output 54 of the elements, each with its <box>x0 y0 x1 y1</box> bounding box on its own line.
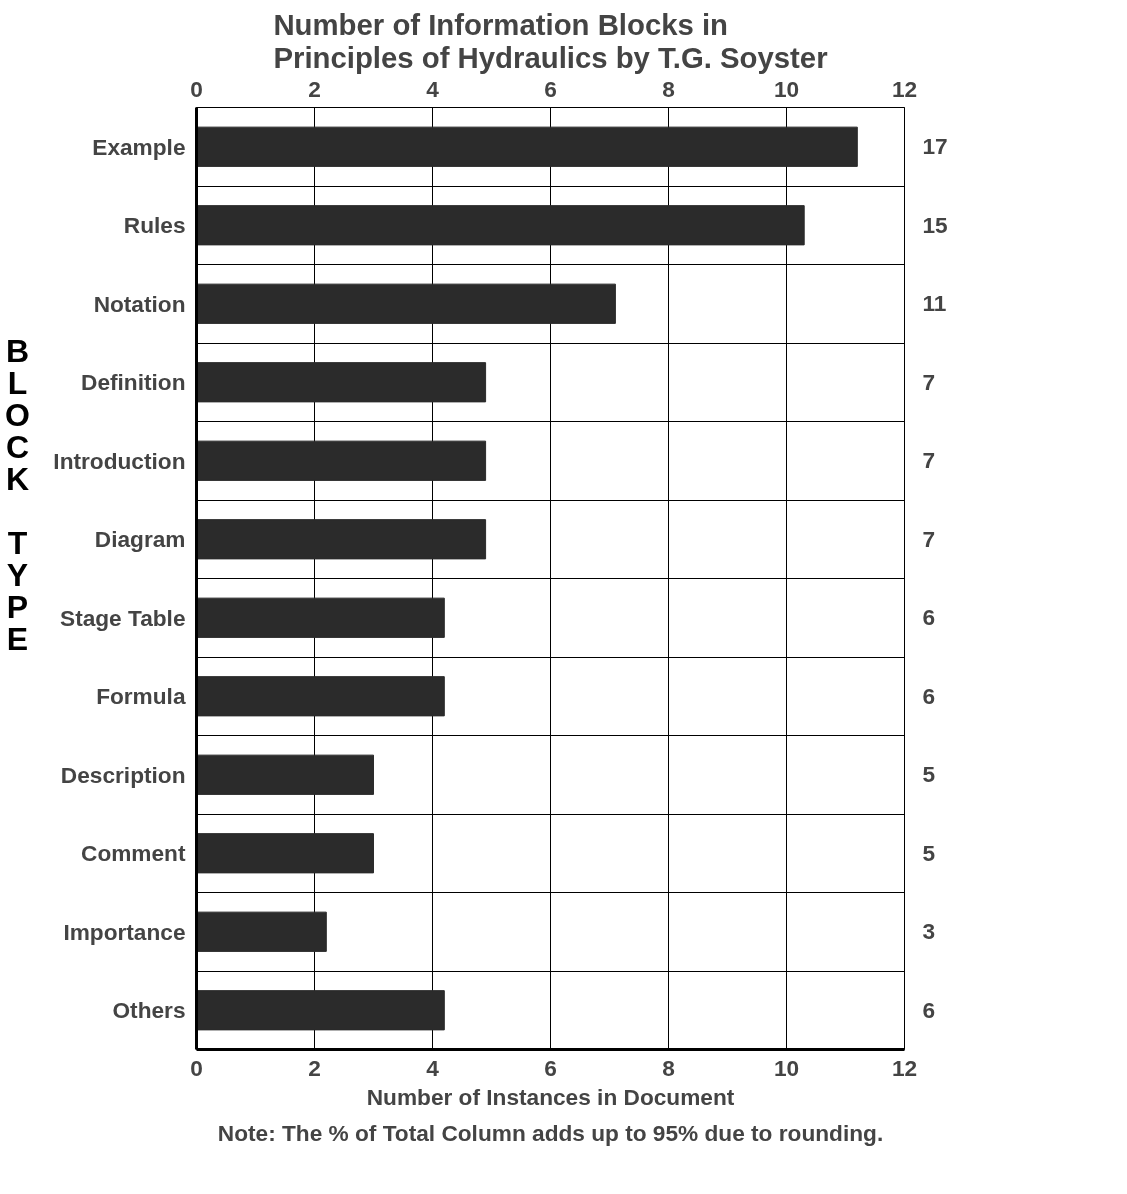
y-tick-label: Stage Table <box>60 604 186 631</box>
x-tick-label: 6 <box>544 1054 557 1081</box>
bar <box>196 519 487 560</box>
bar <box>196 205 805 246</box>
x2-tick-label: 6 <box>544 75 557 102</box>
text: 7 <box>922 447 936 474</box>
x2-tick-label: 4 <box>426 75 440 102</box>
text: 6 <box>922 996 936 1023</box>
y-tick-label: Formula <box>96 683 186 710</box>
text: 11 <box>922 290 947 317</box>
x2-tick-label: 10 <box>773 75 800 102</box>
y-tick-label: Definition <box>81 369 186 396</box>
y-tick-label: Rules <box>123 212 186 239</box>
y-tick-label: Comment <box>81 840 186 867</box>
bar <box>196 754 374 795</box>
text: 15 <box>922 211 948 238</box>
x-tick-label: 12 <box>891 1054 918 1081</box>
text: BLOCK TYPE <box>5 333 30 657</box>
text: 17 <box>922 133 948 160</box>
bar <box>196 990 445 1031</box>
bar <box>196 440 487 481</box>
text: Note: The % of Total Column adds up to 95% due to rounding. <box>217 1119 884 1146</box>
x2-tick-label: 12 <box>891 75 918 102</box>
x-tick-label: 10 <box>773 1054 800 1081</box>
x2-tick-label: 0 <box>190 75 203 102</box>
y-tick-label: Others <box>112 997 186 1024</box>
bar <box>196 911 327 952</box>
text: 6 <box>922 604 936 631</box>
text: 6 <box>922 682 936 709</box>
y-tick-label: Notation <box>93 290 186 317</box>
y-tick-label: Introduction <box>53 447 186 474</box>
x2-tick-label: 2 <box>308 75 321 102</box>
text: 5 <box>922 761 936 788</box>
text: 7 <box>922 368 936 395</box>
y-tick-label: Description <box>60 761 186 788</box>
x-axis-title: Number of Instances in Document <box>366 1083 735 1110</box>
bar <box>196 126 858 167</box>
x-tick-label: 0 <box>190 1054 203 1081</box>
text: 3 <box>922 918 936 945</box>
x-tick-label: 8 <box>662 1054 675 1081</box>
y-tick-label: Diagram <box>94 526 186 553</box>
text: 7 <box>922 525 936 552</box>
x-tick-label: 2 <box>308 1054 321 1081</box>
chart-title: Number of Information Blocks in Principles of Hydraulics by T.G. Soyster <box>273 7 828 74</box>
bar <box>196 833 374 874</box>
bar <box>196 362 487 403</box>
x2-tick-label: 8 <box>662 75 675 102</box>
text: 5 <box>922 839 936 866</box>
bar <box>196 283 616 324</box>
y-tick-label: Importance <box>63 918 186 945</box>
x-tick-label: 4 <box>426 1054 440 1081</box>
bar <box>196 597 445 638</box>
y-tick-label: Example <box>92 133 186 160</box>
bar <box>196 676 445 717</box>
